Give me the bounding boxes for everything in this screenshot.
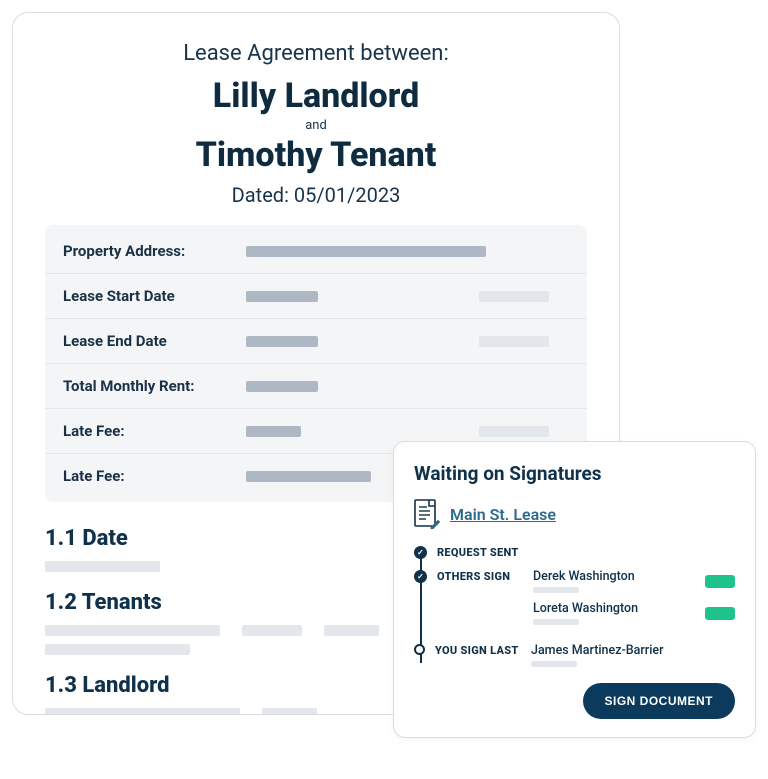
- document-pencil-icon: [414, 499, 440, 529]
- timeline-step: OTHERS SIGNDerek Washington Loreta Washin…: [414, 569, 735, 633]
- dated-label: Dated: 05/01/2023: [45, 183, 587, 207]
- field-value-placeholder-secondary: [479, 336, 549, 347]
- lease-link-row: Main St. Lease: [414, 499, 735, 529]
- step-done-icon: [414, 546, 427, 559]
- field-value-placeholder: [246, 426, 301, 437]
- step-done-icon: [414, 570, 427, 583]
- signer-row: James Martinez-Barrier: [531, 643, 735, 667]
- content-placeholder: [324, 625, 379, 636]
- content-placeholder: [45, 561, 160, 572]
- signature-timeline: REQUEST SENT OTHERS SIGNDerek Washington L…: [414, 545, 735, 675]
- field-row: Total Monthly Rent:: [45, 364, 587, 409]
- sign-document-button[interactable]: SIGN DOCUMENT: [583, 683, 736, 719]
- timeline-step: YOU SIGN LASTJames Martinez-Barrier: [414, 643, 735, 675]
- status-badge: [705, 607, 735, 620]
- field-value-placeholder: [246, 471, 371, 482]
- signer-info: James Martinez-Barrier: [531, 643, 664, 667]
- content-placeholder: [242, 625, 302, 636]
- signer-subtext-placeholder: [531, 661, 577, 667]
- signer-subtext-placeholder: [533, 587, 579, 593]
- signatures-card: Waiting on Signatures Main St. Lease REQ…: [393, 441, 756, 738]
- status-badge: [705, 575, 735, 588]
- signer-name: James Martinez-Barrier: [531, 643, 664, 658]
- step-label: REQUEST SENT: [437, 545, 533, 559]
- agreement-between-label: Lease Agreement between:: [45, 41, 587, 66]
- content-placeholder: [45, 625, 220, 636]
- signatures-title: Waiting on Signatures: [414, 462, 735, 485]
- step-label: OTHERS SIGN: [437, 569, 533, 583]
- and-label: and: [45, 118, 587, 133]
- field-label: Total Monthly Rent:: [63, 377, 246, 395]
- field-value-placeholder: [246, 246, 486, 257]
- timeline-step: REQUEST SENT: [414, 545, 735, 559]
- field-value-placeholder-secondary: [479, 426, 549, 437]
- field-value-placeholder: [246, 291, 318, 302]
- signer-name: Derek Washington: [533, 569, 635, 584]
- lease-link[interactable]: Main St. Lease: [450, 505, 556, 524]
- field-row: Lease End Date: [45, 319, 587, 364]
- party-landlord-name: Lilly Landlord: [45, 76, 587, 116]
- signer-info: Loreta Washington: [533, 601, 638, 625]
- content-placeholder: [45, 708, 240, 715]
- field-label: Property Address:: [63, 242, 246, 260]
- content-placeholder: [45, 644, 190, 655]
- signer-list: James Martinez-Barrier: [531, 643, 735, 675]
- signer-row: Derek Washington: [533, 569, 735, 593]
- field-row: Property Address:: [45, 229, 587, 274]
- field-value-placeholder: [246, 336, 318, 347]
- signer-list: Derek Washington Loreta Washington: [533, 569, 735, 633]
- signer-subtext-placeholder: [533, 619, 579, 625]
- field-value-placeholder: [246, 381, 318, 392]
- signer-info: Derek Washington: [533, 569, 635, 593]
- field-label: Lease End Date: [63, 332, 246, 350]
- step-label: YOU SIGN LAST: [435, 643, 531, 657]
- party-tenant-name: Timothy Tenant: [45, 135, 587, 175]
- field-row: Lease Start Date: [45, 274, 587, 319]
- field-label: Late Fee:: [63, 467, 246, 485]
- field-value-placeholder-secondary: [479, 291, 549, 302]
- content-placeholder: [262, 708, 317, 715]
- field-label: Late Fee:: [63, 422, 246, 440]
- document-header: Lease Agreement between: Lilly Landlord …: [45, 41, 587, 207]
- field-label: Lease Start Date: [63, 287, 246, 305]
- signer-row: Loreta Washington: [533, 601, 735, 625]
- signer-name: Loreta Washington: [533, 601, 638, 616]
- step-open-icon: [414, 644, 425, 655]
